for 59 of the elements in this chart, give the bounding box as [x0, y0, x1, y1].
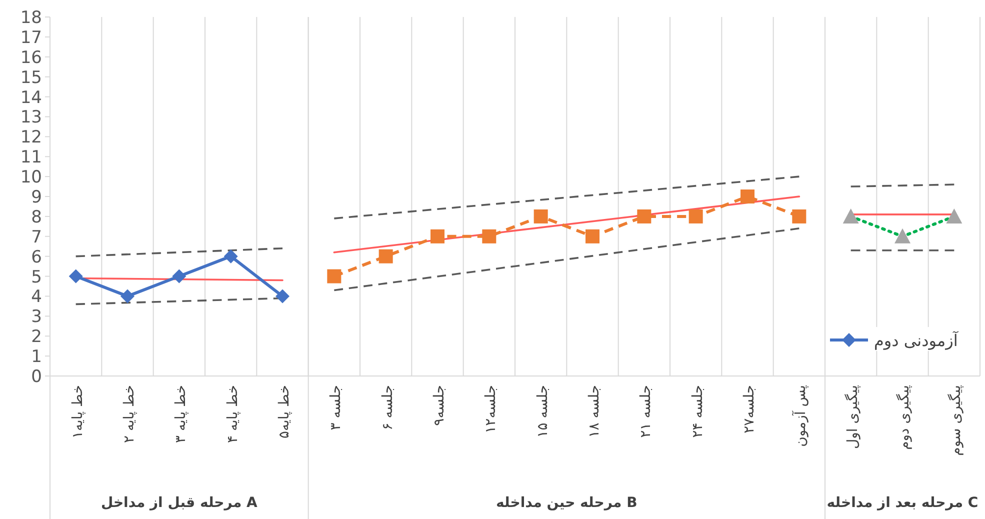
y-tick-label: 16 — [20, 48, 42, 68]
x-tick-label: جلسه ۶ — [380, 385, 396, 430]
text: مرحله قبل از مداخل A — [100, 495, 258, 511]
y-tick-label: 5 — [31, 267, 42, 288]
y-tick-label: 6 — [31, 247, 42, 268]
point — [586, 229, 600, 244]
point — [172, 269, 186, 284]
y-tick-label: 17 — [20, 28, 42, 48]
x-tick-label: جلسه ۱۸ — [586, 385, 602, 438]
point — [276, 289, 290, 304]
x-tick-label: پیگیری سوم — [947, 384, 964, 456]
x-tick-label: جلسه۱۲ — [483, 385, 500, 434]
x-tick-label: جلسه ۲۱ — [638, 385, 654, 438]
point — [842, 208, 859, 224]
point — [224, 249, 238, 264]
x-tick-label: خط پایه ۳ — [173, 385, 190, 443]
point — [68, 269, 83, 284]
point — [327, 269, 342, 284]
point — [430, 229, 444, 244]
x-tick-label: جلسه ۱۵ — [534, 385, 551, 438]
y-tick-label: 1 — [31, 347, 42, 368]
y-tick-label: 18 — [20, 8, 42, 28]
x-tick-label: خط پایه۱ — [70, 385, 86, 438]
y-tick-label: 3 — [31, 307, 42, 328]
point — [688, 209, 703, 224]
y-tick-label: 0 — [31, 367, 42, 387]
y-tick-label: 15 — [20, 68, 42, 88]
x-tick-label: خط پایه ۲ — [122, 385, 138, 443]
y-tick-label: 2 — [31, 327, 42, 348]
x-tick-label: جلسه ۳ — [328, 385, 344, 430]
x-tick-label: جلسه۹ — [432, 385, 448, 426]
x-tick-label: جلسه۲۷ — [742, 385, 758, 434]
legend-label: آزمودنی دوم — [874, 330, 960, 350]
x-tick-label: خط پایه۵ — [276, 385, 292, 438]
point — [740, 190, 754, 204]
text: مرحله بعد از مداخله C — [826, 495, 978, 511]
point — [792, 209, 806, 224]
y-tick-label: 7 — [31, 227, 42, 248]
y-tick-label: 9 — [31, 188, 42, 208]
x-tick-label: خط پایه ۴ — [224, 385, 241, 443]
y-tick-label: 12 — [20, 128, 42, 148]
point — [120, 289, 134, 304]
text: مرحله حین مداخله B — [496, 495, 638, 511]
point — [482, 229, 496, 244]
x-tick-label: پیگیری اول — [844, 384, 861, 450]
y-tick-label: 13 — [20, 108, 42, 128]
point — [637, 209, 652, 224]
x-tick-label: جلسه ۲۴ — [690, 385, 706, 438]
point — [534, 209, 548, 224]
point — [946, 208, 962, 224]
y-tick-label: 8 — [31, 207, 42, 228]
point — [894, 228, 910, 244]
y-tick-label: 14 — [20, 88, 42, 108]
y-tick-label: 10 — [20, 168, 42, 188]
x-tick-label: پس آزمون — [791, 384, 810, 447]
y-tick-label: 11 — [20, 148, 42, 168]
y-tick-label: 4 — [31, 287, 42, 308]
point — [378, 249, 393, 264]
x-tick-label: پیگیری دوم — [896, 384, 912, 450]
